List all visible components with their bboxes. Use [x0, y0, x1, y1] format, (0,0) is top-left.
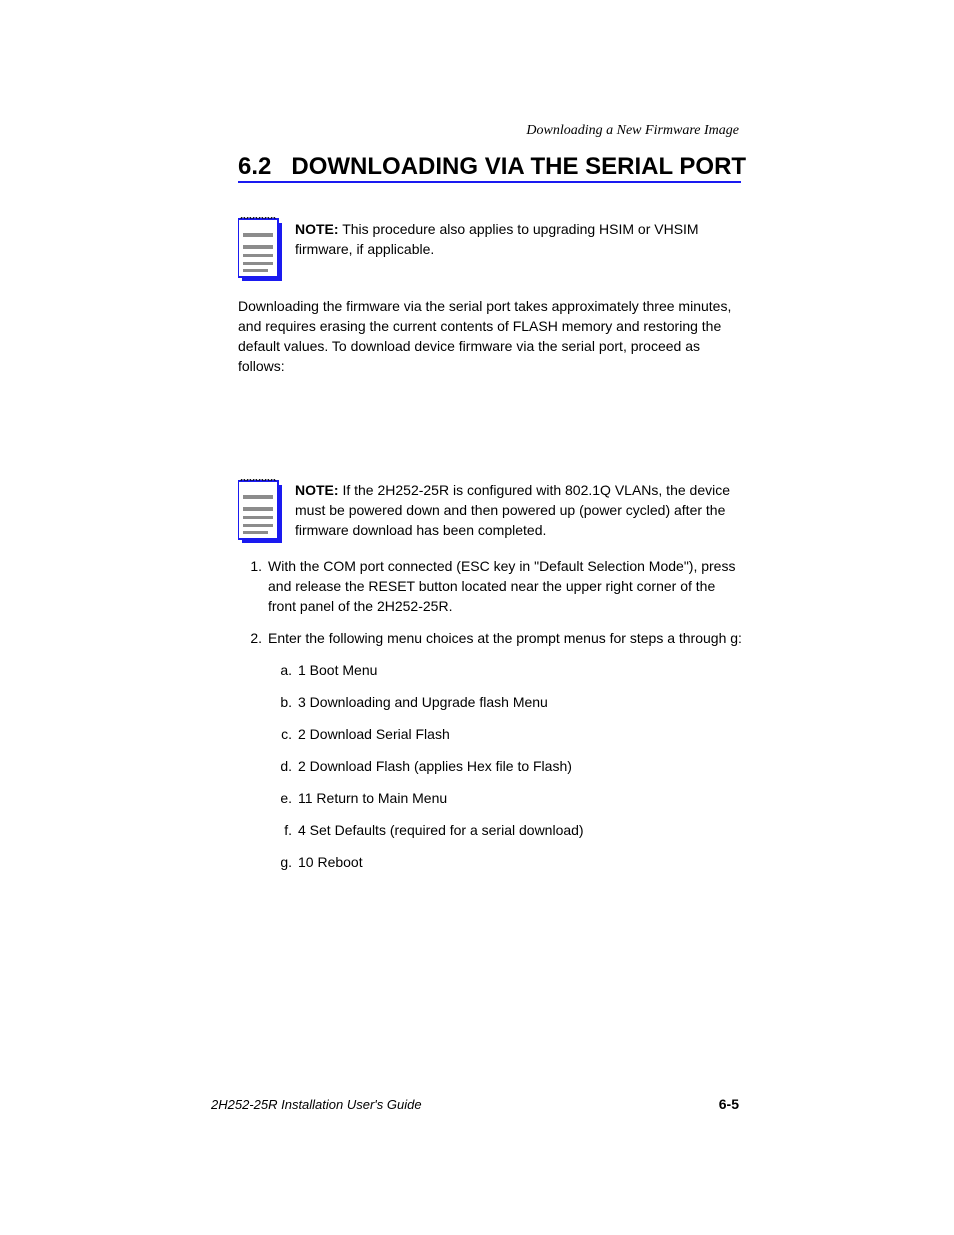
step-2-number: 2.: [238, 628, 262, 648]
header-breadcrumb: Downloading a New Firmware Image: [526, 123, 739, 139]
step-2a-text: 1 Boot Menu: [298, 662, 377, 678]
note-label: NOTE:: [295, 221, 339, 237]
note-label: NOTE:: [295, 482, 339, 498]
step-1-text: With the COM port connected (ESC key in …: [268, 558, 735, 614]
step-2b-number: b.: [268, 692, 292, 712]
step-2: 2. Enter the following menu choices at t…: [238, 628, 742, 872]
step-2f-number: f.: [268, 820, 292, 840]
step-2d: d. 2 Download Flash (applies Hex file to…: [268, 756, 742, 776]
footer-page-number: 6-5: [719, 1096, 739, 1112]
step-2b: b. 3 Downloading and Upgrade flash Menu: [268, 692, 742, 712]
step-2c-text: 2 Download Serial Flash: [298, 726, 450, 742]
steps-list: 1. With the COM port connected (ESC key …: [238, 556, 742, 884]
step-2g-text: 10 Reboot: [298, 854, 363, 870]
step-2d-number: d.: [268, 756, 292, 776]
step-2e-number: e.: [268, 788, 292, 808]
section-rule: [238, 181, 741, 183]
note-2-text: NOTE: If the 2H252-25R is configured wit…: [295, 480, 743, 540]
step-2c: c. 2 Download Serial Flash: [268, 724, 742, 744]
step-1: 1. With the COM port connected (ESC key …: [238, 556, 742, 616]
step-2d-text: 2 Download Flash (applies Hex file to Fl…: [298, 758, 572, 774]
step-2g: g. 10 Reboot: [268, 852, 742, 872]
step-2a: a. 1 Boot Menu: [268, 660, 742, 680]
section-title: 6.2 DOWNLOADING VIA THE SERIAL PORT: [238, 153, 746, 181]
note-2-body: If the 2H252-25R is configured with 802.…: [295, 482, 730, 538]
footer-doc-title: 2H252-25R Installation User's Guide: [211, 1097, 422, 1112]
step-2e: e. 11 Return to Main Menu: [268, 788, 742, 808]
step-1-number: 1.: [238, 556, 262, 576]
page: Downloading a New Firmware Image 6.2 DOW…: [0, 0, 954, 1235]
note-icon: [238, 217, 282, 279]
step-2a-number: a.: [268, 660, 292, 680]
step-2e-text: 11 Return to Main Menu: [298, 790, 447, 806]
section-heading: DOWNLOADING VIA THE SERIAL PORT: [291, 153, 746, 180]
step-2f-text: 4 Set Defaults (required for a serial do…: [298, 822, 584, 838]
step-2c-number: c.: [268, 724, 292, 744]
note-1-text: NOTE: This procedure also applies to upg…: [295, 219, 743, 259]
note-icon: [238, 479, 282, 541]
section-number: 6.2: [238, 153, 271, 180]
step-2g-number: g.: [268, 852, 292, 872]
note-1-body: This procedure also applies to upgrading…: [295, 221, 699, 257]
step-2-text: Enter the following menu choices at the …: [268, 630, 742, 646]
step-2b-text: 3 Downloading and Upgrade flash Menu: [298, 694, 548, 710]
step-2f: f. 4 Set Defaults (required for a serial…: [268, 820, 742, 840]
intro-paragraph: Downloading the firmware via the serial …: [238, 296, 742, 376]
